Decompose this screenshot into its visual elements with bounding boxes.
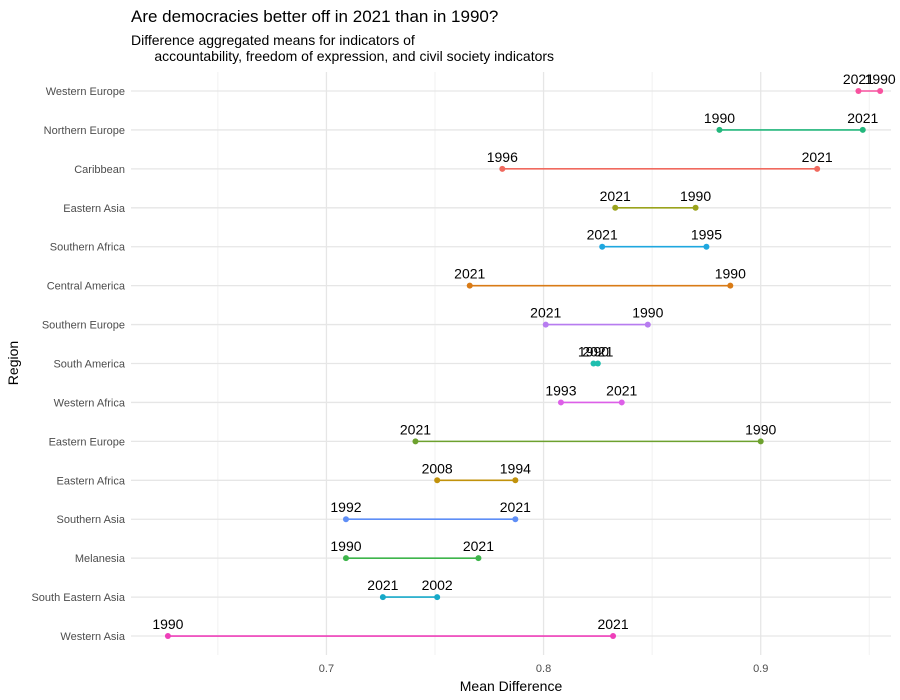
x-tick-label: 0.8 bbox=[536, 663, 551, 675]
year-label: 1995 bbox=[691, 227, 722, 243]
y-tick-label: Central America bbox=[47, 281, 126, 293]
year-label: 2021 bbox=[367, 577, 398, 593]
data-point bbox=[692, 204, 699, 211]
year-label: 2008 bbox=[422, 460, 453, 476]
data-point bbox=[164, 633, 171, 640]
data-point bbox=[342, 516, 349, 523]
data-point bbox=[590, 360, 597, 367]
year-label: 1990 bbox=[715, 266, 746, 282]
title-block: Are democracies better off in 2021 than … bbox=[131, 6, 891, 64]
year-label: 2021 bbox=[530, 305, 561, 321]
data-point bbox=[612, 204, 619, 211]
data-point bbox=[610, 633, 617, 640]
year-label: 2021 bbox=[847, 110, 878, 126]
y-tick-label: South Eastern Asia bbox=[31, 592, 125, 604]
year-label: 2021 bbox=[802, 149, 833, 165]
year-label: 2021 bbox=[587, 227, 618, 243]
data-point bbox=[475, 555, 482, 562]
data-point bbox=[594, 360, 601, 367]
y-tick-label: Western Africa bbox=[54, 397, 126, 409]
data-point bbox=[412, 438, 419, 445]
year-label: 1990 bbox=[632, 305, 663, 321]
data-point bbox=[379, 594, 386, 601]
y-axis-label: Region bbox=[5, 341, 21, 385]
grid-layer: 0.7 0.8 0.9 Western Europe Northern Europe Ca… bbox=[31, 72, 891, 675]
series-layer bbox=[164, 88, 884, 640]
year-label: 1992 bbox=[330, 499, 361, 515]
y-tick-label: Western Asia bbox=[60, 631, 125, 643]
data-point bbox=[703, 243, 710, 250]
y-tick-label: Western Europe bbox=[46, 86, 125, 98]
chart-title: Are democracies better off in 2021 than … bbox=[131, 7, 499, 26]
year-label: 2021 bbox=[843, 71, 874, 87]
year-label: 1990 bbox=[330, 538, 361, 554]
year-label: 2021 bbox=[463, 538, 494, 554]
x-axis-label: Mean Difference bbox=[460, 678, 563, 694]
data-point bbox=[716, 126, 723, 133]
year-label: 2021 bbox=[400, 421, 431, 437]
data-point bbox=[757, 438, 764, 445]
y-tick-label: Southern Asia bbox=[57, 514, 126, 526]
y-tick-label: Southern Europe bbox=[42, 320, 125, 332]
year-label: 1990 bbox=[865, 71, 896, 87]
year-label: 2021 bbox=[582, 344, 613, 360]
y-tick-label: South America bbox=[53, 359, 125, 371]
data-point bbox=[618, 399, 625, 406]
data-point bbox=[512, 477, 519, 484]
x-tick-label: 0.9 bbox=[753, 663, 768, 675]
year-label: 1990 bbox=[745, 421, 776, 437]
year-label: 1996 bbox=[487, 149, 518, 165]
y-tick-label: Caribbean bbox=[74, 164, 125, 176]
data-point bbox=[727, 282, 734, 289]
data-point bbox=[557, 399, 564, 406]
data-point bbox=[512, 516, 519, 523]
y-tick-label: Eastern Asia bbox=[63, 203, 126, 215]
y-tick-label: Southern Africa bbox=[50, 242, 126, 254]
data-point bbox=[466, 282, 473, 289]
data-point bbox=[599, 243, 606, 250]
year-label: 2021 bbox=[597, 616, 628, 632]
data-point bbox=[342, 555, 349, 562]
data-point bbox=[814, 165, 821, 172]
year-label: 2021 bbox=[600, 188, 631, 204]
year-label: 2002 bbox=[422, 577, 453, 593]
year-label: 1993 bbox=[545, 382, 576, 398]
data-point bbox=[877, 88, 884, 94]
x-tick-label: 0.7 bbox=[319, 663, 334, 675]
year-label: 2021 bbox=[454, 266, 485, 282]
year-label: 1990 bbox=[704, 110, 735, 126]
year-label: 2021 bbox=[500, 499, 531, 515]
data-point bbox=[644, 321, 651, 328]
year-label: 1990 bbox=[152, 616, 183, 632]
data-point bbox=[434, 594, 441, 601]
data-point bbox=[542, 321, 549, 328]
data-point bbox=[434, 477, 441, 484]
y-tick-label: Northern Europe bbox=[44, 125, 125, 137]
year-label: 1990 bbox=[578, 344, 609, 360]
year-label: 2021 bbox=[606, 382, 637, 398]
year-label: 1990 bbox=[680, 188, 711, 204]
y-tick-label: Eastern Europe bbox=[49, 436, 125, 448]
chart-subtitle: Difference aggregated means for indicato… bbox=[131, 32, 555, 64]
data-point bbox=[859, 126, 866, 133]
y-tick-label: Melanesia bbox=[75, 553, 126, 565]
data-point bbox=[499, 165, 506, 172]
data-point bbox=[855, 88, 862, 94]
y-tick-label: Eastern Africa bbox=[57, 475, 126, 487]
year-label: 1994 bbox=[500, 460, 531, 476]
